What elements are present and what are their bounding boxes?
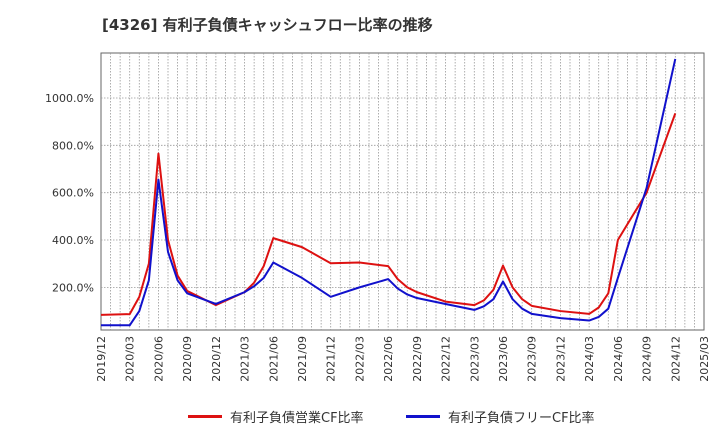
legend-item-free-cf: 有利子負債フリーCF比率 bbox=[406, 404, 595, 428]
x-tick-label: 2024/03 bbox=[583, 336, 596, 382]
legend-label-free-cf: 有利子負債フリーCF比率 bbox=[448, 410, 595, 426]
x-tick-label: 2020/03 bbox=[124, 336, 137, 382]
series-line-operating-cf bbox=[100, 113, 677, 316]
x-tick-label: 2023/03 bbox=[468, 336, 481, 382]
legend-swatch-free-cf bbox=[406, 414, 440, 418]
x-tick-label: 2024/09 bbox=[641, 336, 654, 382]
x-tick-label: 2022/06 bbox=[382, 336, 395, 382]
x-tick-label: 2023/09 bbox=[526, 336, 539, 382]
x-tick-label: 2022/03 bbox=[353, 336, 366, 382]
y-tick-label: 200.0% bbox=[52, 281, 94, 294]
legend-item-operating-cf: 有利子負債営業CF比率 bbox=[188, 404, 364, 428]
y-tick-label: 600.0% bbox=[52, 187, 94, 200]
y-tick-label: 400.0% bbox=[52, 234, 94, 247]
legend-swatch-operating-cf bbox=[188, 414, 222, 418]
x-tick-label: 2021/12 bbox=[325, 336, 338, 382]
x-tick-label: 2022/09 bbox=[411, 336, 424, 382]
x-tick-label: 2024/06 bbox=[612, 336, 625, 382]
chart-title: [4326] 有利子負債キャッシュフロー比率の推移 bbox=[102, 16, 433, 34]
x-tick-label: 2022/12 bbox=[440, 336, 453, 382]
x-tick-label: 2019/12 bbox=[95, 336, 108, 382]
x-tick-label: 2023/06 bbox=[497, 336, 510, 382]
x-tick-label: 2020/12 bbox=[210, 336, 223, 382]
x-tick-label: 2025/03 bbox=[698, 336, 711, 382]
y-tick-label: 800.0% bbox=[52, 139, 94, 152]
x-tick-label: 2020/09 bbox=[181, 336, 194, 382]
x-tick-label: 2021/03 bbox=[239, 336, 252, 382]
series-line-free-cf bbox=[101, 58, 677, 327]
y-axis-ticks: 200.0% 400.0% 600.0% 800.0% 1000.0% bbox=[45, 92, 94, 294]
legend-label-operating-cf: 有利子負債営業CF比率 bbox=[230, 410, 364, 426]
x-tick-label: 2024/12 bbox=[669, 336, 682, 382]
legend: 有利子負債営業CF比率 有利子負債フリーCF比率 bbox=[0, 404, 720, 428]
x-tick-label: 2021/09 bbox=[296, 336, 309, 382]
x-tick-label: 2023/12 bbox=[554, 336, 567, 382]
x-tick-label: 2021/06 bbox=[267, 336, 280, 382]
x-tick-label: 2020/06 bbox=[152, 336, 165, 382]
series-lines bbox=[100, 58, 677, 327]
grid-lines bbox=[101, 53, 704, 330]
y-tick-label: 1000.0% bbox=[45, 92, 94, 105]
x-axis-ticks: 2019/12 2020/03 2020/06 2020/09 2020/12 2021/… bbox=[95, 336, 711, 382]
